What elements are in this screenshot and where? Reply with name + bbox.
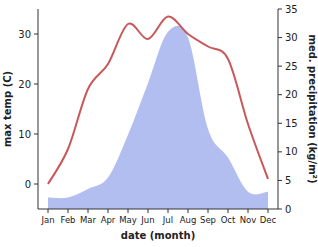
y2-tick: [278, 9, 282, 10]
x-tick: [188, 209, 189, 213]
y2-tick-label: 35: [285, 4, 298, 15]
y2-tick-label: 15: [285, 118, 298, 129]
y-tick: [34, 84, 38, 85]
y-tick-label: 30: [18, 29, 31, 40]
y-tick-label: 20: [18, 79, 31, 90]
x-tick: [88, 209, 89, 213]
x-tick: [108, 209, 109, 213]
temp-line: [48, 16, 268, 184]
y2-tick: [278, 151, 282, 152]
x-axis: [38, 209, 278, 210]
x-tick: [128, 209, 129, 213]
y-tick: [34, 134, 38, 135]
y2-tick: [278, 209, 282, 210]
y2-axis-label: med. precipitation (kg/m²): [307, 34, 318, 183]
x-tick-label: May: [119, 215, 137, 225]
x-tick: [268, 209, 269, 213]
x-axis-label: date (month): [121, 230, 195, 241]
y-axis-label: max temp (C): [2, 71, 13, 147]
chart: 0 10 20 30 0 5 10 15 20 25 30 35 Jan Feb Mar AprMayJun J…: [0, 0, 318, 247]
x-tick-label: Feb: [60, 215, 75, 225]
y-tick: [34, 184, 38, 185]
y2-tick: [278, 37, 282, 38]
y-tick: [34, 34, 38, 35]
y2-tick: [278, 66, 282, 67]
x-tick-label: Nov: [240, 215, 257, 225]
x-tick-label: Jul: [162, 215, 173, 225]
y2-tick-label: 30: [285, 32, 298, 43]
y2-tick: [278, 94, 282, 95]
y2-tick-label: 0: [285, 204, 291, 215]
x-tick-label: Dec: [260, 215, 277, 225]
y2-tick: [278, 180, 282, 181]
x-tick-label: Aug: [180, 215, 197, 225]
y2-tick-label: 10: [285, 146, 298, 157]
x-tick-label: Sep: [200, 215, 216, 225]
x-tick: [168, 209, 169, 213]
y-tick-label: 0: [25, 179, 31, 190]
y2-tick: [278, 123, 282, 124]
y2-tick-label: 5: [285, 175, 291, 186]
x-tick-label: Apr: [101, 215, 116, 225]
y2-axis: [278, 9, 279, 209]
x-tick-label: Jun: [140, 215, 154, 225]
x-tick-label: Jan: [40, 215, 54, 225]
y2-tick-label: 25: [285, 61, 298, 72]
x-tick-label: Oct: [221, 215, 236, 225]
x-tick: [208, 209, 209, 213]
y2-tick-label: 20: [285, 89, 298, 100]
x-tick: [48, 209, 49, 213]
plot-area: [48, 16, 268, 209]
x-tick-label: Mar: [80, 215, 97, 225]
y-axis: [38, 9, 39, 209]
x-tick: [68, 209, 69, 213]
x-tick: [248, 209, 249, 213]
precip-area: [48, 26, 268, 209]
x-tick: [228, 209, 229, 213]
x-tick: [148, 209, 149, 213]
y-tick-label: 10: [18, 129, 31, 140]
